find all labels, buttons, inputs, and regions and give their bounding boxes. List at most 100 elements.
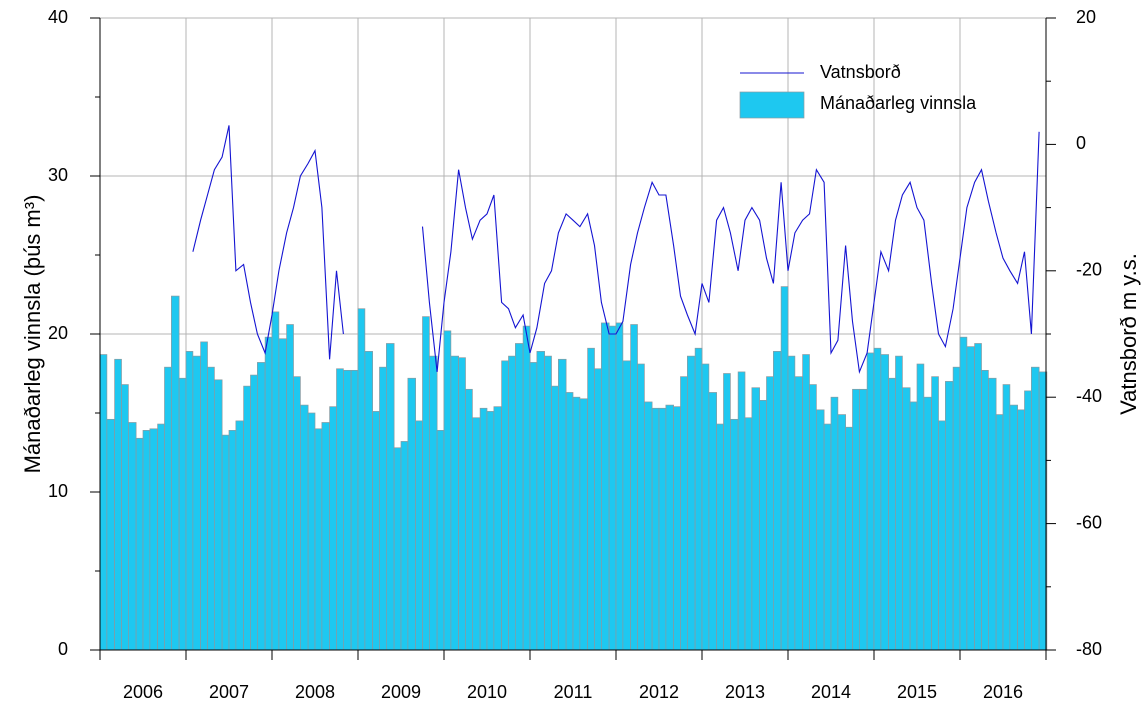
bar xyxy=(343,369,352,651)
bar xyxy=(350,369,359,651)
bar xyxy=(458,357,466,651)
bar xyxy=(723,373,731,651)
bar xyxy=(436,430,445,651)
bar xyxy=(902,387,911,651)
bar xyxy=(286,324,294,651)
bar xyxy=(1017,409,1025,651)
bar xyxy=(694,347,703,651)
bar xyxy=(501,360,509,651)
x-tick-label: 2011 xyxy=(554,682,593,702)
bar xyxy=(716,423,724,651)
bar xyxy=(171,295,180,651)
bar xyxy=(235,420,244,651)
bar xyxy=(472,417,481,651)
bar xyxy=(622,360,631,651)
bar xyxy=(200,341,208,651)
bar xyxy=(923,396,932,651)
bar xyxy=(1002,384,1011,651)
bar xyxy=(128,422,137,651)
bar xyxy=(615,322,624,651)
bar xyxy=(264,336,273,651)
y-tick-label: 20 xyxy=(48,323,68,343)
bar xyxy=(959,336,968,651)
bar xyxy=(572,396,581,651)
bar xyxy=(644,401,653,651)
bar xyxy=(357,308,366,651)
bar xyxy=(157,423,165,651)
y-tick-label: 30 xyxy=(48,165,68,185)
bar xyxy=(135,437,144,651)
bar xyxy=(99,354,108,651)
bar xyxy=(515,343,524,651)
bar xyxy=(228,430,237,651)
bar xyxy=(823,423,832,651)
bar xyxy=(336,368,344,651)
line xyxy=(192,125,1040,375)
bar xyxy=(479,407,488,651)
bar xyxy=(773,351,782,651)
bar xyxy=(895,355,903,651)
bar xyxy=(938,420,946,651)
bar xyxy=(966,346,975,651)
bar xyxy=(544,355,552,651)
x-tick-label: 2009 xyxy=(381,682,421,702)
x-tick-label: 2016 xyxy=(983,682,1023,702)
bar xyxy=(300,404,309,651)
bar xyxy=(443,330,452,651)
bar xyxy=(608,325,617,651)
bar xyxy=(149,428,158,651)
bar xyxy=(916,363,925,651)
y-tick-label: 0 xyxy=(58,639,68,659)
bar xyxy=(974,343,982,651)
bar xyxy=(407,377,416,651)
bar xyxy=(393,447,402,651)
y2-tick-label: 0 xyxy=(1076,133,1086,153)
bar xyxy=(744,417,753,651)
bar xyxy=(293,376,301,651)
y-tick-label: 10 xyxy=(48,481,68,501)
bar xyxy=(766,376,774,651)
bar xyxy=(601,322,610,651)
bar xyxy=(106,418,115,651)
bar xyxy=(307,412,316,651)
bar xyxy=(888,377,896,651)
bar xyxy=(852,388,860,651)
x-tick-label: 2014 xyxy=(811,682,851,702)
bar xyxy=(278,338,287,651)
bar xyxy=(680,376,688,651)
bar xyxy=(565,392,574,651)
bar xyxy=(837,414,846,651)
bar xyxy=(415,420,423,651)
bar xyxy=(551,385,559,651)
bar xyxy=(558,358,567,651)
x-tick-label: 2010 xyxy=(467,682,507,702)
bar xyxy=(909,401,918,651)
bar xyxy=(859,388,868,651)
bar xyxy=(1031,366,1040,651)
x-tick-label: 2012 xyxy=(639,682,679,702)
bar xyxy=(486,411,495,651)
bar xyxy=(780,286,789,651)
bar xyxy=(759,400,767,651)
x-tick-label: 2007 xyxy=(209,682,249,702)
bar xyxy=(637,363,645,651)
bar xyxy=(708,392,717,651)
bar xyxy=(945,381,954,651)
bar xyxy=(536,351,545,651)
bar xyxy=(673,406,681,651)
bar xyxy=(751,387,760,651)
y2-tick-label: -80 xyxy=(1076,639,1102,659)
x-tick-label: 2006 xyxy=(123,682,163,702)
y-axis-label: Mánaðarleg vinnsla (þús m³) xyxy=(20,195,45,474)
bar xyxy=(830,396,839,651)
bar xyxy=(178,377,187,651)
bar xyxy=(142,430,151,651)
bar xyxy=(866,352,875,651)
bar xyxy=(995,414,1004,651)
bar xyxy=(250,374,258,651)
bar xyxy=(422,316,430,651)
bar xyxy=(665,404,674,651)
bar xyxy=(321,422,330,651)
y2-axis-label: Vatnsborð m y.s. xyxy=(1116,253,1141,415)
bar xyxy=(450,355,459,651)
